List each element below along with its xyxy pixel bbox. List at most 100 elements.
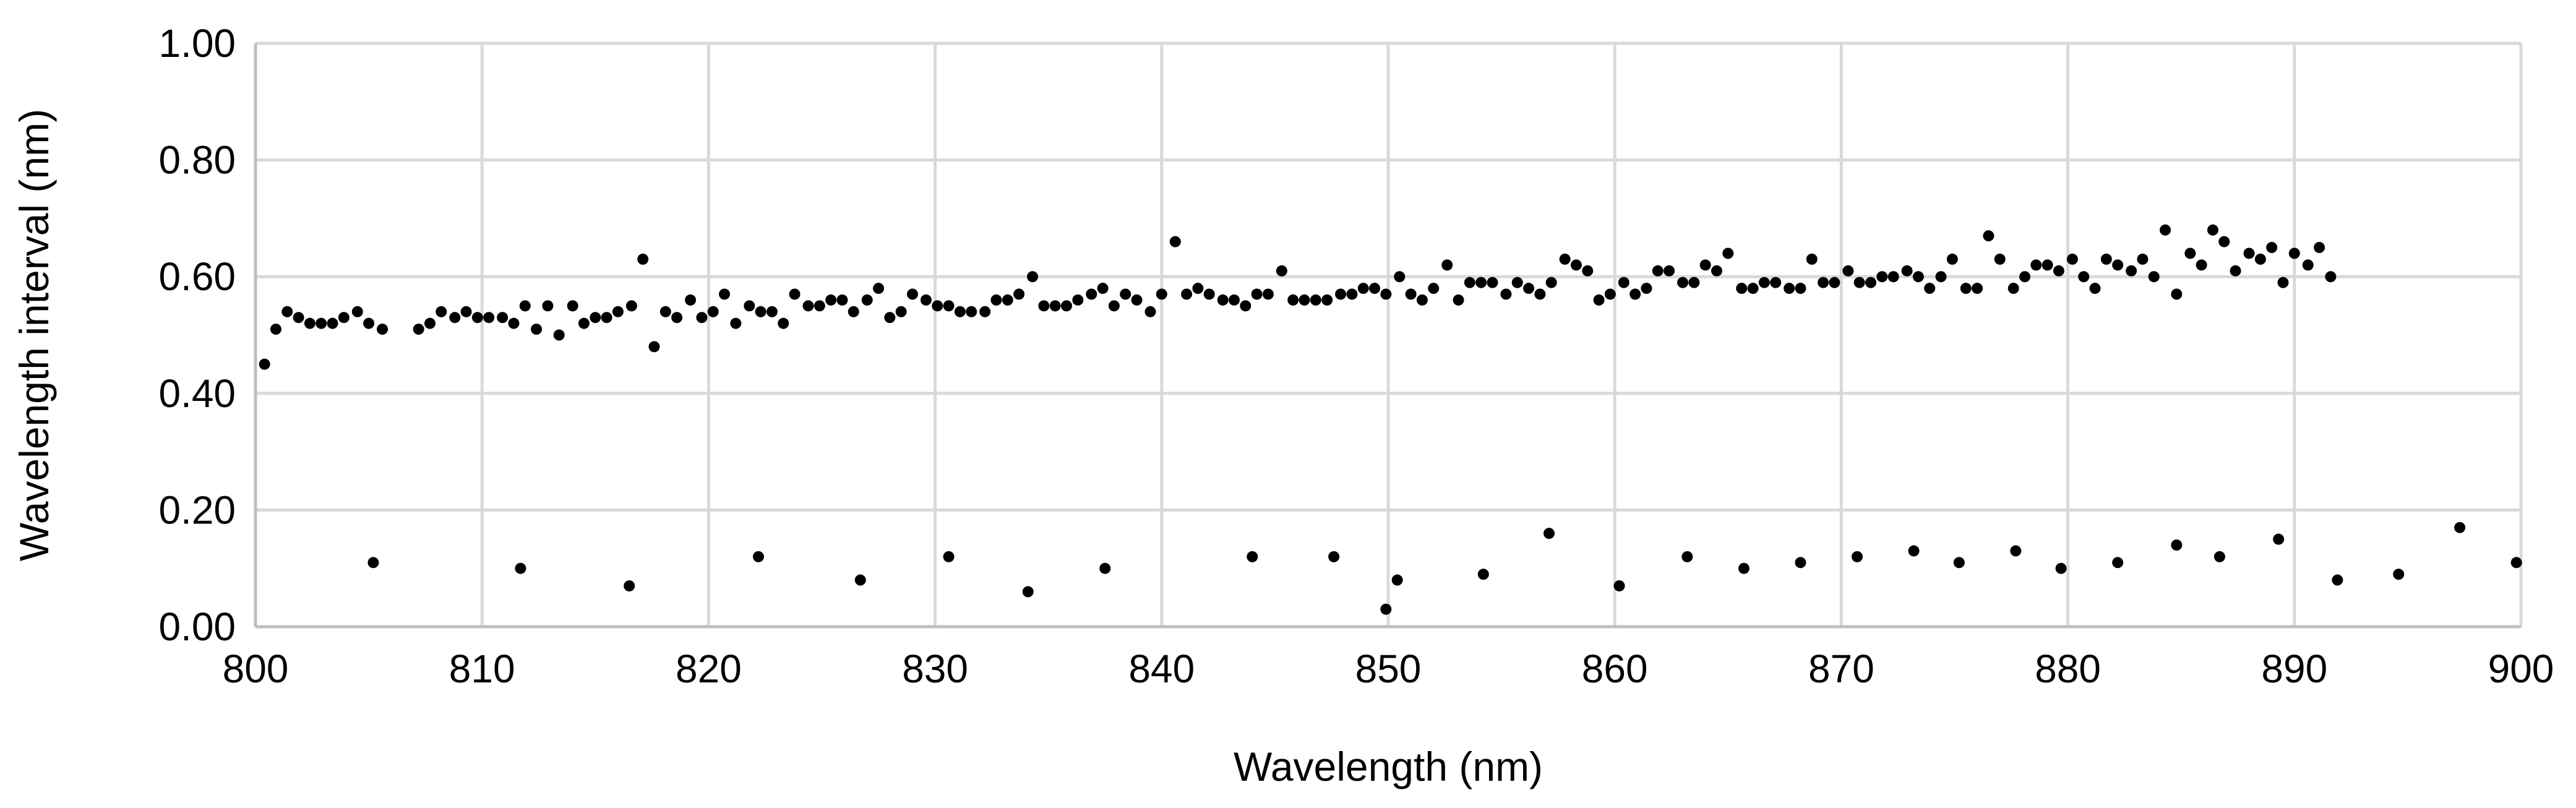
data-point <box>895 306 907 317</box>
data-point <box>612 306 624 317</box>
data-point <box>1369 283 1381 294</box>
data-point <box>2066 253 2078 265</box>
data-point <box>1784 283 1795 294</box>
data-point <box>1086 288 1097 300</box>
data-point <box>1321 294 1333 306</box>
data-point <box>1570 259 1582 271</box>
data-point <box>659 306 671 317</box>
data-point <box>1228 294 1240 306</box>
data-point <box>1770 277 1782 288</box>
data-point <box>1240 300 1252 312</box>
data-point <box>1203 288 1215 300</box>
data-point <box>553 329 565 341</box>
data-point <box>1688 277 1700 288</box>
data-point <box>2126 265 2137 277</box>
data-point <box>2184 247 2196 259</box>
data-point <box>1453 294 1464 306</box>
data-point <box>1795 283 1806 294</box>
data-point <box>2100 253 2112 265</box>
data-point <box>515 562 526 574</box>
data-point <box>1487 277 1498 288</box>
data-point <box>1299 294 1310 306</box>
data-point <box>2510 557 2522 569</box>
data-point <box>2454 522 2466 533</box>
data-point <box>449 312 461 324</box>
y-tick-label: 0.20 <box>158 488 236 532</box>
data-point <box>990 294 1002 306</box>
data-point <box>1002 294 1013 306</box>
data-point <box>1758 277 1770 288</box>
x-tick-label: 810 <box>449 647 515 691</box>
data-point <box>1131 294 1143 306</box>
x-tick-label: 870 <box>1808 647 1874 691</box>
data-point <box>567 300 578 312</box>
data-point <box>789 288 801 300</box>
data-point <box>730 317 742 329</box>
data-point <box>920 294 932 306</box>
data-point <box>1543 528 1555 539</box>
data-point <box>1901 265 1913 277</box>
data-point <box>836 294 848 306</box>
data-point <box>377 324 389 335</box>
data-point <box>1935 271 1947 283</box>
data-point <box>943 551 955 562</box>
data-point <box>436 306 447 317</box>
data-point <box>1853 277 1865 288</box>
data-point <box>2254 253 2266 265</box>
data-point <box>2041 259 2053 271</box>
x-tick-label: 890 <box>2261 647 2327 691</box>
data-point <box>1416 294 1428 306</box>
data-point <box>2218 236 2230 247</box>
data-point <box>1192 283 1204 294</box>
data-point <box>2010 545 2022 557</box>
data-point <box>1027 271 1039 283</box>
data-point <box>2053 265 2064 277</box>
data-point <box>2273 533 2285 545</box>
data-point <box>590 312 601 324</box>
data-point <box>778 317 789 329</box>
data-point <box>1049 300 1061 312</box>
data-points <box>259 224 2522 615</box>
data-point <box>471 312 483 324</box>
data-point <box>1908 545 1920 557</box>
data-point <box>351 306 363 317</box>
data-point <box>1711 265 1722 277</box>
y-axis-title: Wavelength interval (nm) <box>11 109 57 561</box>
x-tick-label: 880 <box>2035 647 2101 691</box>
data-point <box>1022 586 1034 598</box>
data-point <box>259 358 270 370</box>
data-point <box>1500 288 1512 300</box>
data-point <box>2277 277 2289 288</box>
data-point <box>1681 551 1693 562</box>
data-point <box>752 551 764 562</box>
x-tick-label: 840 <box>1128 647 1195 691</box>
data-point <box>1747 283 1759 294</box>
data-point <box>1912 271 1924 283</box>
x-tick-label: 800 <box>223 647 289 691</box>
data-point <box>2148 271 2160 283</box>
data-point <box>2314 242 2325 254</box>
data-point <box>1806 253 1818 265</box>
data-point <box>624 580 635 591</box>
data-point <box>338 312 350 324</box>
data-point <box>1641 283 1652 294</box>
data-point <box>1924 283 1936 294</box>
y-tick-label: 0.40 <box>158 371 236 416</box>
data-point <box>1699 259 1711 271</box>
data-point <box>755 306 766 317</box>
data-point <box>2393 569 2405 580</box>
data-point <box>1335 288 1347 300</box>
data-point <box>719 288 731 300</box>
data-point <box>2171 288 2183 300</box>
x-tick-label: 900 <box>2488 647 2554 691</box>
data-point <box>685 294 697 306</box>
data-point <box>2207 224 2218 236</box>
data-point <box>1247 551 1258 562</box>
data-point <box>413 324 424 335</box>
data-point <box>1394 271 1406 283</box>
x-tick-label: 860 <box>1582 647 1648 691</box>
data-point <box>1169 236 1181 247</box>
data-point <box>483 312 495 324</box>
data-point <box>625 300 637 312</box>
data-point <box>1829 277 1840 288</box>
